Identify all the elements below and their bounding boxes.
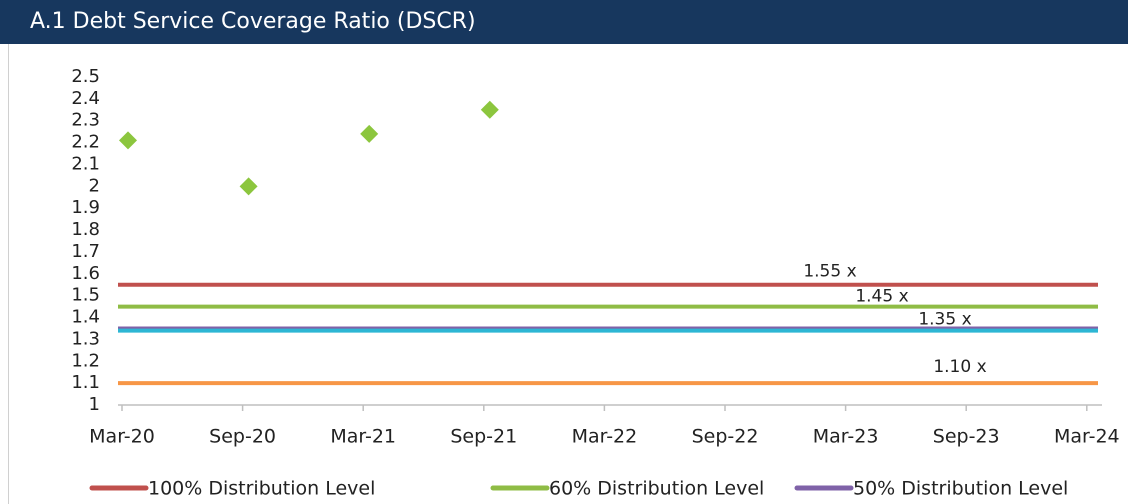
x-tick-label: Sep-21 [450,426,517,448]
chart-frame [8,44,1128,504]
data-label: 1.45 x [855,287,908,307]
data-point [480,100,499,119]
y-tick-label: 1.8 [71,219,100,240]
x-tick-label: Sep-22 [692,426,759,448]
x-tick-label: Mar-20 [89,426,155,448]
y-tick-label: 1.2 [71,350,100,371]
data-label: 1.10 x [933,357,986,377]
title-bar: A.1 Debt Service Coverage Ratio (DSCR) [0,0,1128,44]
y-tick-label: 1.1 [71,372,100,393]
x-tick-label: Mar-24 [1054,426,1120,448]
data-point [360,124,379,143]
x-tick-label: Mar-22 [572,426,638,448]
data-point [239,177,258,196]
x-tick-label: Mar-23 [813,426,879,448]
x-tick-label: Sep-20 [209,426,276,448]
legend-label: 100% Distribution Level [148,478,375,500]
data-label: 1.55 x [803,262,856,282]
data-point [119,131,137,150]
y-tick-label: 2.4 [71,88,100,109]
y-tick-label: 2.3 [71,110,100,131]
y-tick-label: 1.6 [71,263,100,284]
legend-label: 60% Distribution Level [549,478,764,500]
legend-label: 50% Distribution Level [853,478,1068,500]
y-tick-label: 1.4 [71,307,100,328]
y-tick-label: 1 [89,394,100,415]
y-tick-label: 1.3 [71,328,100,349]
y-tick-label: 1.9 [71,197,100,218]
y-tick-label: 2.2 [71,132,100,153]
y-tick-label: 2.5 [71,66,100,87]
data-label: 1.35 x [918,309,971,329]
y-tick-label: 1.7 [71,241,100,262]
y-tick-label: 2 [89,175,100,196]
y-tick-label: 2.1 [71,153,100,174]
y-tick-label: 1.5 [71,285,100,306]
x-tick-label: Sep-23 [933,426,1000,448]
x-tick-label: Mar-21 [330,426,396,448]
